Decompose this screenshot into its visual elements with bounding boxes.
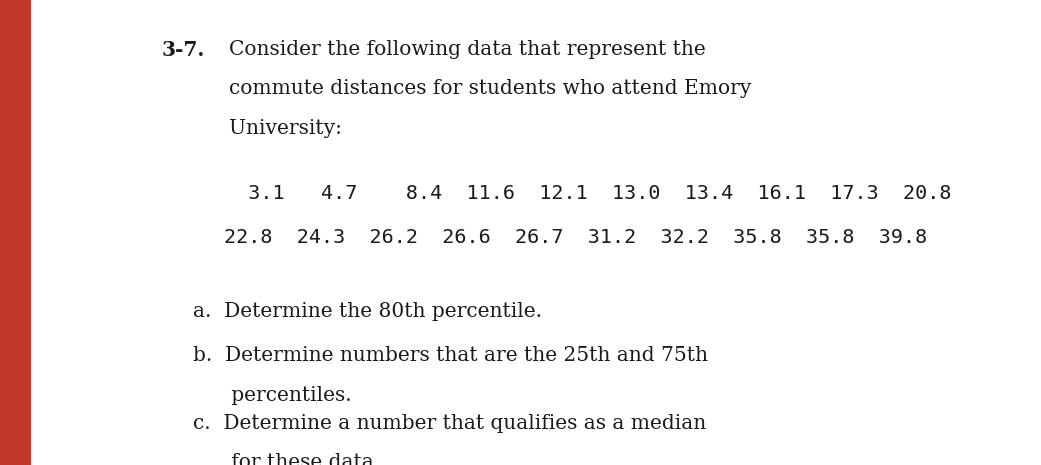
Text: percentiles.: percentiles. xyxy=(193,386,351,405)
Text: b.  Determine numbers that are the 25th and 75th: b. Determine numbers that are the 25th a… xyxy=(193,346,708,365)
Text: 22.8  24.3  26.2  26.6  26.7  31.2  32.2  35.8  35.8  39.8: 22.8 24.3 26.2 26.6 26.7 31.2 32.2 35.8 … xyxy=(224,228,928,247)
Text: c.  Determine a number that qualifies as a median: c. Determine a number that qualifies as … xyxy=(193,414,706,433)
Text: 3.1   4.7    8.4  11.6  12.1  13.0  13.4  16.1  17.3  20.8: 3.1 4.7 8.4 11.6 12.1 13.0 13.4 16.1 17.… xyxy=(224,184,951,203)
Text: a.  Determine the 80th percentile.: a. Determine the 80th percentile. xyxy=(193,302,541,321)
Text: University:: University: xyxy=(229,119,342,138)
Text: for these data.: for these data. xyxy=(193,453,380,465)
Text: Consider the following data that represent the: Consider the following data that represe… xyxy=(229,40,706,59)
Text: 3-7.: 3-7. xyxy=(161,40,205,60)
Text: commute distances for students who attend Emory: commute distances for students who atten… xyxy=(229,79,752,98)
